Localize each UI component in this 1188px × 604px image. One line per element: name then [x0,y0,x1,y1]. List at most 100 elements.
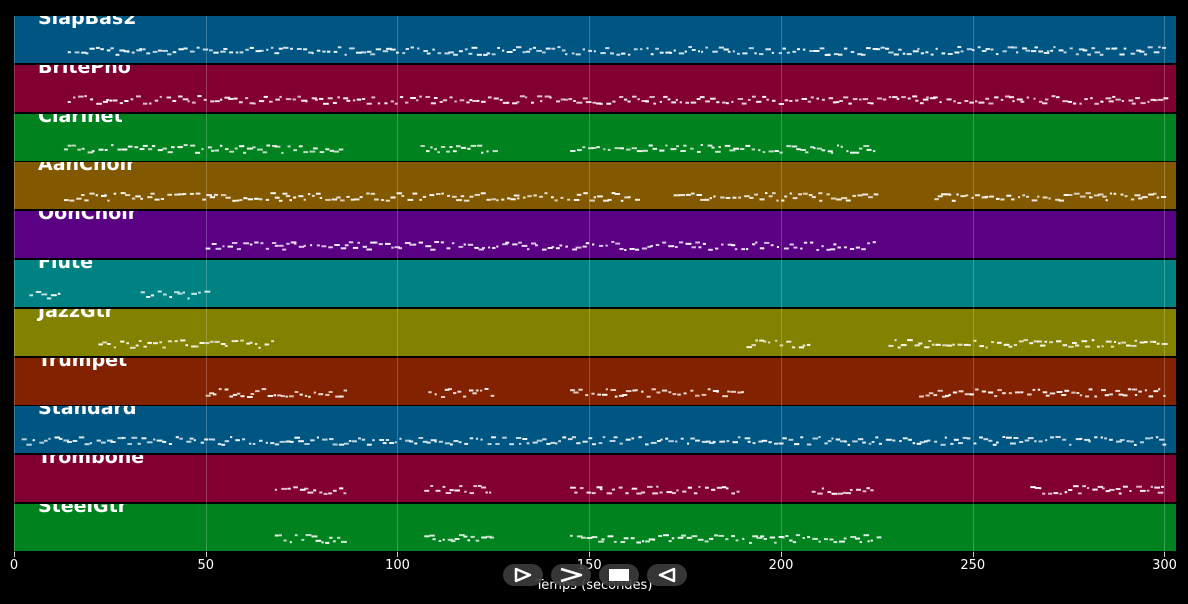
note [912,95,918,98]
note [449,145,453,148]
note [475,539,480,542]
note [358,437,361,440]
note [507,197,511,200]
note [856,488,861,491]
note [1163,394,1166,397]
note [945,193,951,196]
note [880,46,885,49]
note [610,52,614,55]
note [635,248,640,251]
note [623,537,629,540]
x-tick [397,552,399,557]
note [560,197,564,200]
note [252,443,256,446]
gridline [589,16,591,552]
note [1013,343,1018,346]
note [818,540,821,543]
note [242,438,246,441]
forward-button[interactable] [551,564,591,586]
note [430,485,434,488]
note [1053,492,1059,495]
note [486,199,491,202]
note [726,101,729,104]
note [182,291,185,294]
note [332,489,337,492]
note [1094,436,1098,439]
note [404,242,411,245]
note [175,436,179,439]
note [902,437,908,440]
note [189,193,194,196]
note [341,540,347,543]
note [576,442,581,445]
note-layer [205,241,876,252]
note [405,48,409,50]
note [801,97,808,100]
note [437,150,440,153]
note [224,440,230,443]
note [472,391,477,394]
note [280,394,285,397]
note [960,195,966,198]
note [645,100,649,103]
stop-button[interactable] [599,564,639,586]
note [1115,488,1121,491]
note [1150,98,1156,101]
note [710,97,716,100]
note [988,391,994,394]
note [536,440,543,443]
note [863,144,870,147]
note [715,247,719,250]
note [1077,492,1082,495]
note [142,48,146,51]
note [76,198,82,201]
note [615,242,621,245]
note [348,241,354,244]
note [457,390,462,393]
note [712,441,716,444]
note [186,441,192,444]
note [195,192,201,195]
note [783,247,789,250]
note [778,442,784,445]
note [510,198,516,201]
note [633,48,638,51]
note [147,341,152,344]
note [731,244,736,247]
note [355,51,362,54]
note [702,243,706,246]
note [798,193,802,196]
note [671,101,677,104]
note [214,340,220,343]
note [807,536,811,539]
note [819,200,823,203]
note [399,95,404,98]
note [152,50,158,53]
note [235,339,239,342]
note [259,198,263,201]
note [234,147,238,150]
note [839,99,843,102]
note [67,441,72,444]
note [908,439,912,442]
note [818,436,821,439]
note [310,439,315,442]
note [1158,46,1161,49]
note [113,99,118,102]
note [749,541,752,544]
note [816,97,820,100]
note [1068,489,1073,492]
note [252,102,256,105]
rewind-button[interactable] [647,564,687,586]
note [229,395,234,398]
note [868,196,873,199]
play-button[interactable] [503,564,543,586]
note [316,49,321,52]
note [657,440,661,443]
note [711,146,715,149]
note [774,149,779,152]
note [945,394,950,397]
note [278,47,283,50]
note [332,101,337,104]
note [575,53,581,56]
